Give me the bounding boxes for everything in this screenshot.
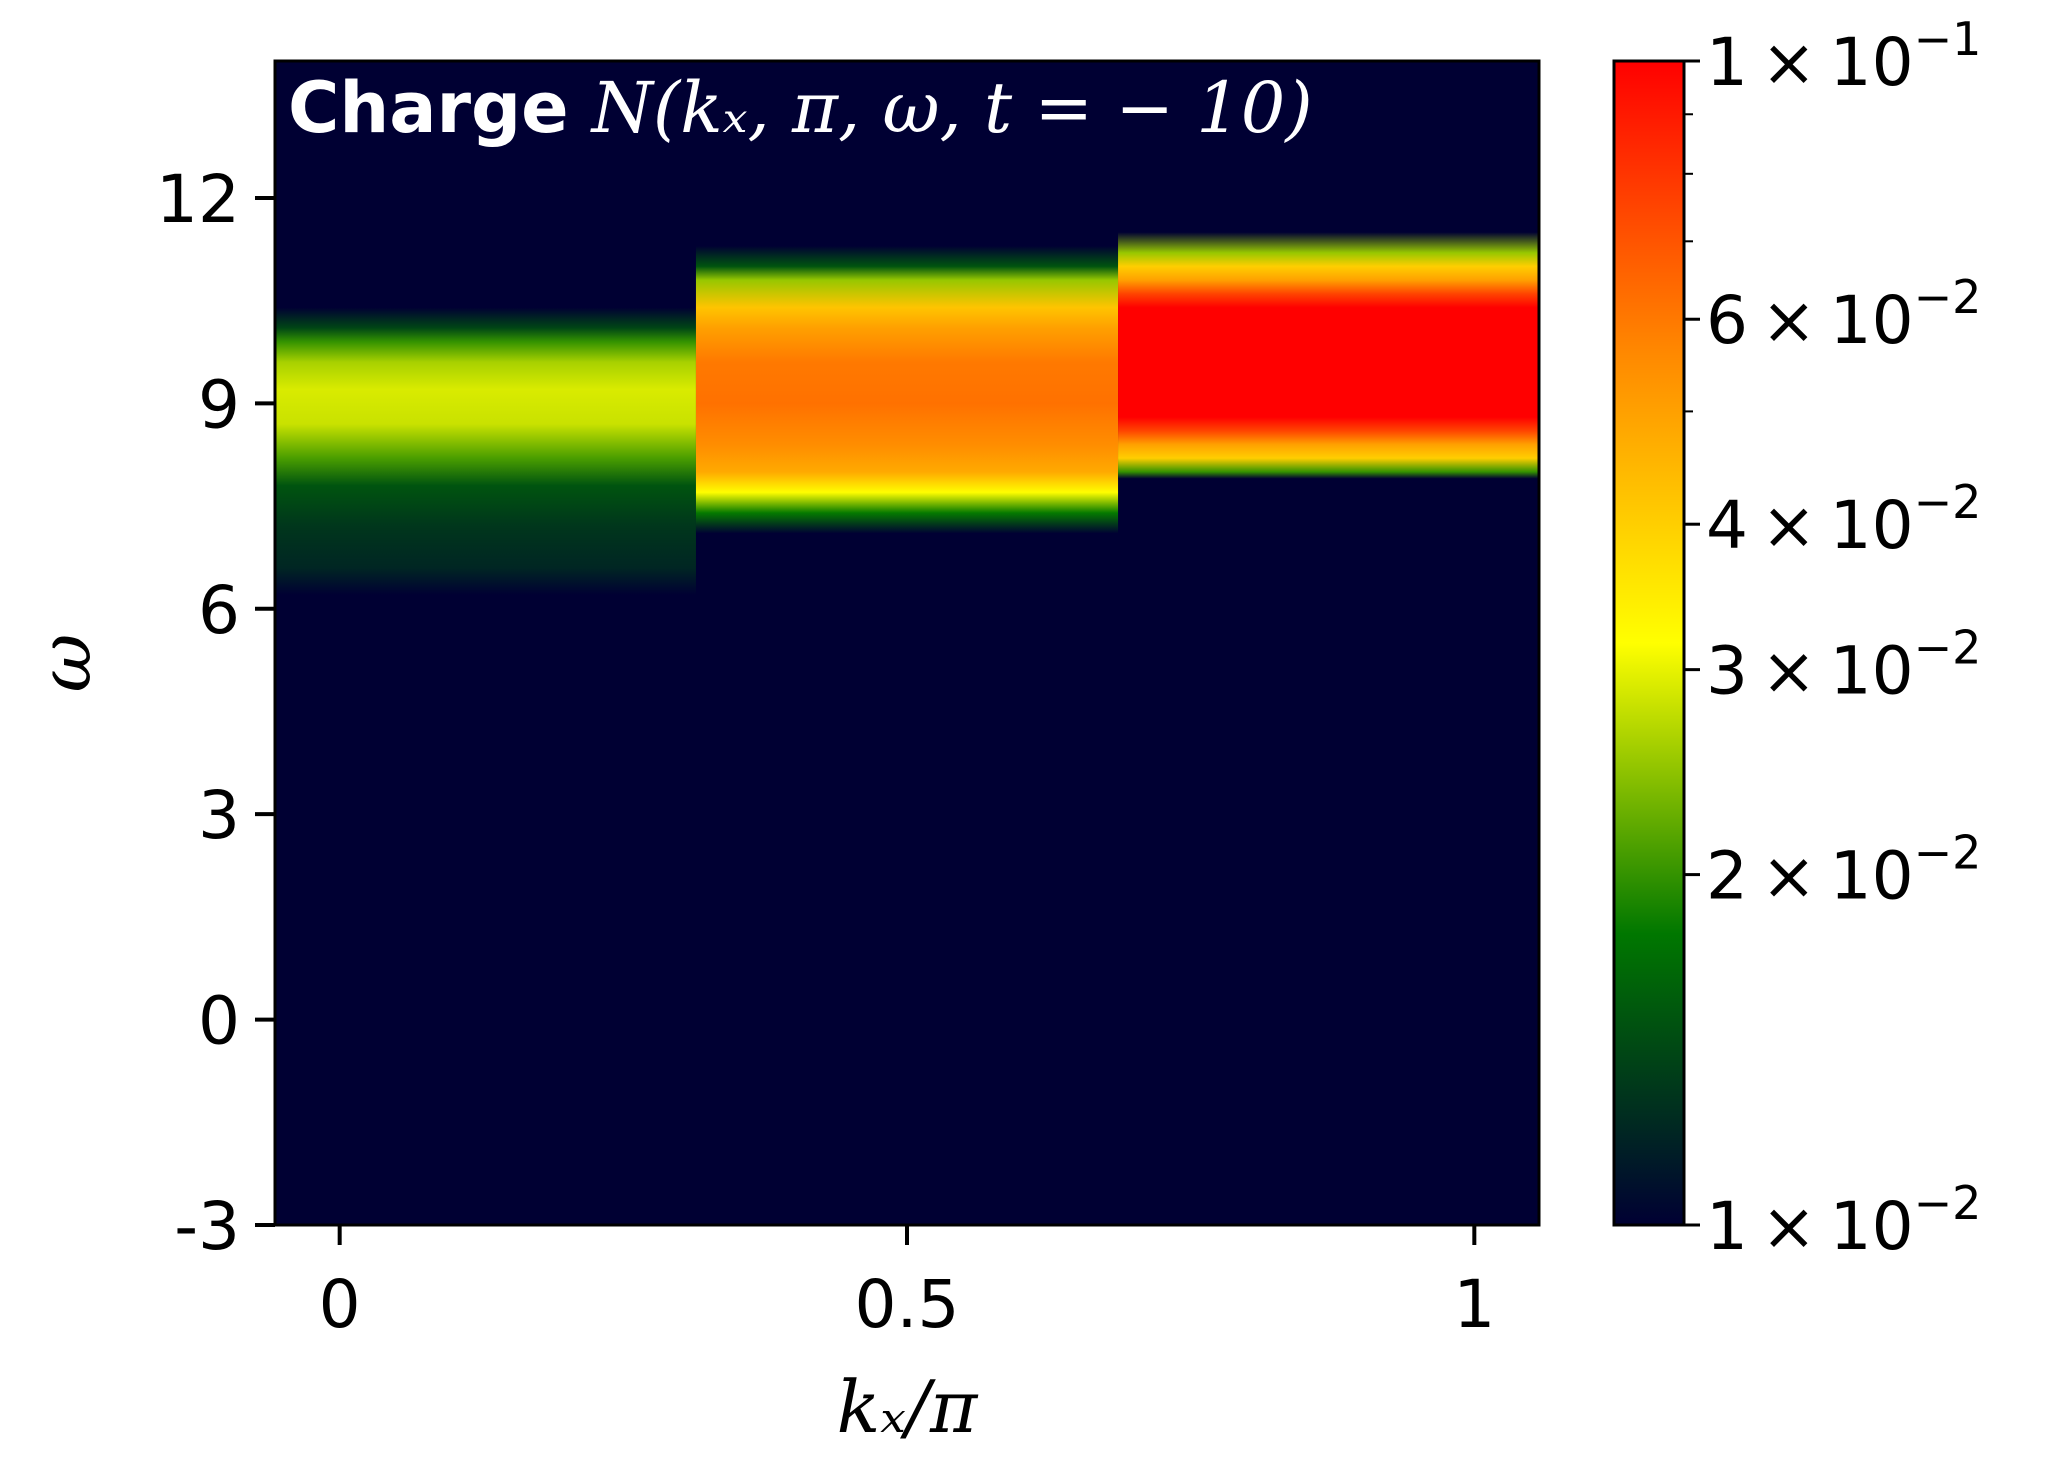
title-math-part: N(kₓ, π, ω, t = − 10): [590, 67, 1313, 149]
heatmap-columns: [275, 232, 1539, 596]
x-tick-label: 1: [1453, 1266, 1495, 1343]
heatmap-column-k-0: [275, 307, 696, 596]
colorbar: [1614, 61, 1684, 1225]
heatmap-column-k-1: [1118, 232, 1539, 479]
y-axis-label: ω: [23, 634, 107, 693]
colorbar-ticks: 1 × 10−1 6 × 10−2 4 × 10−2 3 × 10−2 2 × 10−2…: [1684, 12, 1981, 1265]
heatmap-column-k-0.5: [695, 245, 1119, 534]
colorbar-tick-label: 1 × 10−1: [1706, 12, 1981, 101]
colorbar-frame: [1612, 59, 1686, 1227]
y-tick-label: 0: [198, 983, 240, 1060]
title-bold-part: Charge: [288, 67, 569, 149]
x-axis-label: kₓ/π: [837, 1365, 979, 1449]
colorbar-tick-label: 6 × 10−2: [1706, 270, 1981, 359]
y-tick-label: 6: [198, 572, 240, 649]
colorbar-tick-label: 3 × 10−2: [1706, 621, 1981, 710]
y-tick-label: 3: [198, 777, 240, 854]
x-tick-label: 0: [319, 1266, 361, 1343]
chart-title: Charge N(kₓ, π, ω, t = − 10): [288, 67, 1313, 149]
y-axis-ticks: -3 0 3 6 9 12: [156, 161, 275, 1265]
x-axis-ticks: 0 0.5 1: [319, 1225, 1495, 1343]
colorbar-tick-label: 1 × 10−2: [1706, 1176, 1981, 1265]
colorbar-tick-label: 2 × 10−2: [1706, 826, 1981, 915]
y-tick-label: -3: [174, 1188, 240, 1265]
colorbar-tick-label: 4 × 10−2: [1706, 475, 1981, 564]
x-tick-label: 0.5: [855, 1266, 960, 1343]
y-tick-label: 9: [198, 366, 240, 443]
y-tick-label: 12: [156, 161, 240, 238]
